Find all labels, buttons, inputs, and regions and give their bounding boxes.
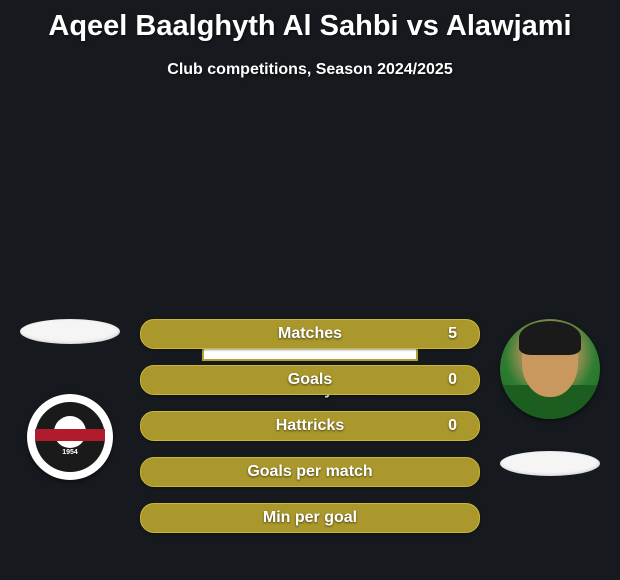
stats-column: Matches 5 Goals 0 Hattricks 0 Goals per … <box>140 319 480 549</box>
stat-row-goals-per-match: Goals per match <box>140 457 480 487</box>
right-player-column <box>492 319 608 476</box>
stat-value-right: 5 <box>448 320 457 348</box>
stat-label: Goals <box>288 371 332 388</box>
club-logo-text: 1954 <box>35 449 105 456</box>
stat-label: Min per goal <box>263 509 357 526</box>
stat-row-min-per-goal: Min per goal <box>140 503 480 533</box>
stat-row-hattricks: Hattricks 0 <box>140 411 480 441</box>
stat-row-matches: Matches 5 <box>140 319 480 349</box>
page-title: Aqeel Baalghyth Al Sahbi vs Alawjami <box>0 0 620 43</box>
stat-label: Goals per match <box>247 463 372 480</box>
stat-value-right: 0 <box>448 412 457 440</box>
subtitle: Club competitions, Season 2024/2025 <box>0 61 620 79</box>
stat-value-right: 0 <box>448 366 457 394</box>
stat-label: Matches <box>278 325 342 342</box>
left-player-column: 1954 <box>12 319 128 480</box>
stat-row-goals: Goals 0 <box>140 365 480 395</box>
right-placeholder-ellipse <box>500 451 600 476</box>
left-placeholder-ellipse <box>20 319 120 344</box>
comparison-area: 1954 Matches 5 Goals 0 Hattricks 0 Goals… <box>0 319 620 399</box>
stat-label: Hattricks <box>276 417 344 434</box>
left-club-logo: 1954 <box>27 394 113 480</box>
right-player-avatar <box>500 319 600 419</box>
